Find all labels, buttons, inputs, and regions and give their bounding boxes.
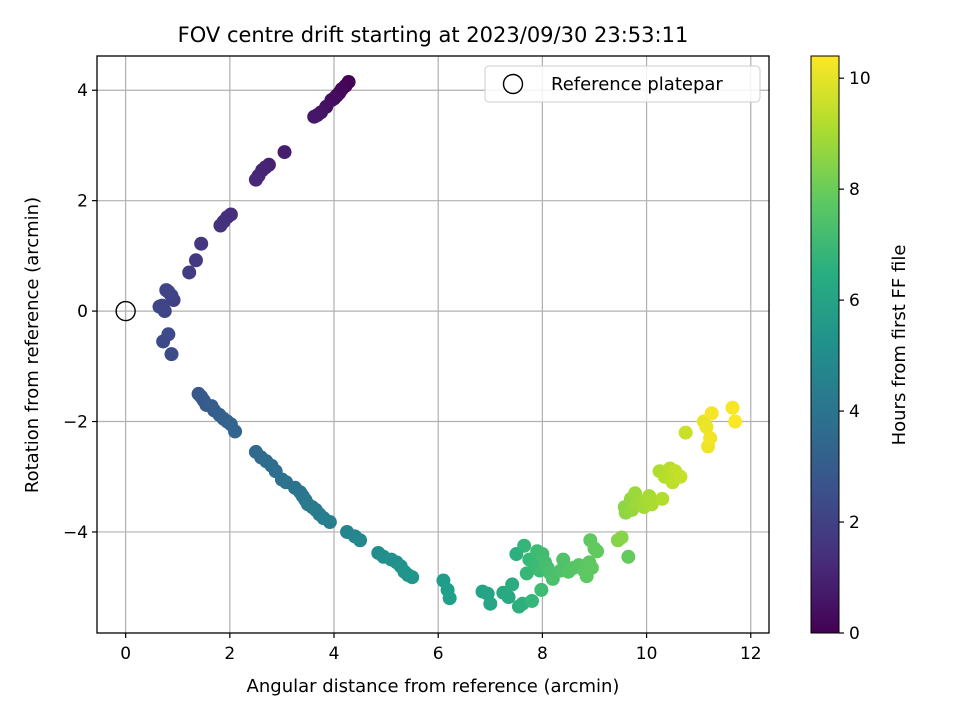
data-point bbox=[524, 593, 539, 608]
y-tick-label: −2 bbox=[63, 413, 88, 433]
legend-box bbox=[484, 65, 761, 103]
plot-frame bbox=[96, 55, 770, 634]
y-axis-label: Rotation from reference (arcmin) bbox=[22, 197, 43, 493]
legend: Reference platepar bbox=[484, 65, 761, 103]
reference-platepar-marker bbox=[115, 300, 136, 322]
data-point bbox=[644, 497, 659, 512]
data-point bbox=[655, 491, 670, 506]
data-point bbox=[614, 530, 629, 545]
data-point bbox=[442, 591, 457, 606]
data-point bbox=[517, 538, 532, 553]
y-tick-label: 4 bbox=[77, 81, 88, 101]
x-ticks: 0 2 4 6 8 10 12 bbox=[120, 633, 762, 664]
data-point bbox=[584, 560, 599, 575]
data-point bbox=[505, 577, 520, 592]
data-point bbox=[277, 145, 292, 160]
colorbar-tick-label: 4 bbox=[849, 402, 860, 422]
data-point bbox=[188, 253, 203, 268]
data-point bbox=[621, 549, 636, 564]
y-tick-label: −4 bbox=[63, 523, 88, 543]
data-point bbox=[213, 218, 228, 233]
data-point bbox=[353, 533, 368, 548]
data-point bbox=[194, 236, 209, 251]
data-point bbox=[731, 0, 745, 7]
data-point bbox=[322, 515, 337, 530]
data-point bbox=[405, 570, 420, 585]
gridlines bbox=[97, 56, 769, 633]
colorbar-tick-label: 2 bbox=[849, 513, 860, 533]
colorbar-tick-label: 8 bbox=[849, 180, 860, 200]
data-point bbox=[673, 469, 688, 484]
y-tick-label: 0 bbox=[77, 302, 88, 322]
colorbar-tick-label: 6 bbox=[849, 291, 860, 311]
data-point bbox=[152, 299, 167, 314]
legend-reference-marker bbox=[502, 73, 524, 95]
data-point bbox=[699, 420, 714, 435]
chart-title: FOV centre drift starting at 2023/09/30 … bbox=[178, 23, 689, 47]
y-tick-label: 2 bbox=[77, 192, 88, 212]
data-point bbox=[248, 172, 263, 187]
x-tick-label: 4 bbox=[329, 644, 340, 664]
data-point bbox=[161, 327, 176, 342]
x-tick-label: 2 bbox=[224, 644, 235, 664]
data-point bbox=[501, 590, 516, 605]
x-tick-label: 10 bbox=[636, 644, 658, 664]
data-point bbox=[728, 414, 743, 429]
colorbar-tick-label: 10 bbox=[849, 69, 871, 89]
colorbar-gradient bbox=[810, 55, 840, 634]
data-point bbox=[182, 265, 197, 280]
data-point bbox=[556, 552, 571, 567]
data-point bbox=[159, 283, 174, 298]
data-point bbox=[725, 400, 740, 415]
colorbar-tick-label: 0 bbox=[849, 624, 860, 644]
colorbar-label: Hours from first FF file bbox=[889, 245, 910, 446]
data-point bbox=[164, 347, 179, 362]
data-point bbox=[228, 424, 243, 439]
x-tick-label: 12 bbox=[740, 644, 762, 664]
data-point bbox=[704, 406, 719, 421]
colorbar-ticks: 0 2 4 6 8 10 bbox=[839, 69, 871, 644]
reference-marker-layer bbox=[115, 300, 136, 322]
data-point bbox=[703, 431, 718, 446]
y-ticks: −4 −2 0 2 4 bbox=[63, 81, 97, 543]
colorbar: 0 2 4 6 8 10 Hours from first FF file bbox=[810, 55, 910, 644]
data-point bbox=[307, 109, 322, 124]
x-tick-label: 8 bbox=[537, 644, 548, 664]
data-point bbox=[534, 582, 549, 597]
x-axis-label: Angular distance from reference (arcmin) bbox=[247, 676, 620, 697]
data-point bbox=[483, 596, 498, 611]
x-tick-label: 6 bbox=[433, 644, 444, 664]
data-point bbox=[590, 544, 605, 559]
x-tick-label: 0 bbox=[120, 644, 131, 664]
data-points bbox=[152, 0, 745, 614]
data-point bbox=[678, 425, 693, 440]
legend-entry-label: Reference platepar bbox=[551, 74, 723, 95]
